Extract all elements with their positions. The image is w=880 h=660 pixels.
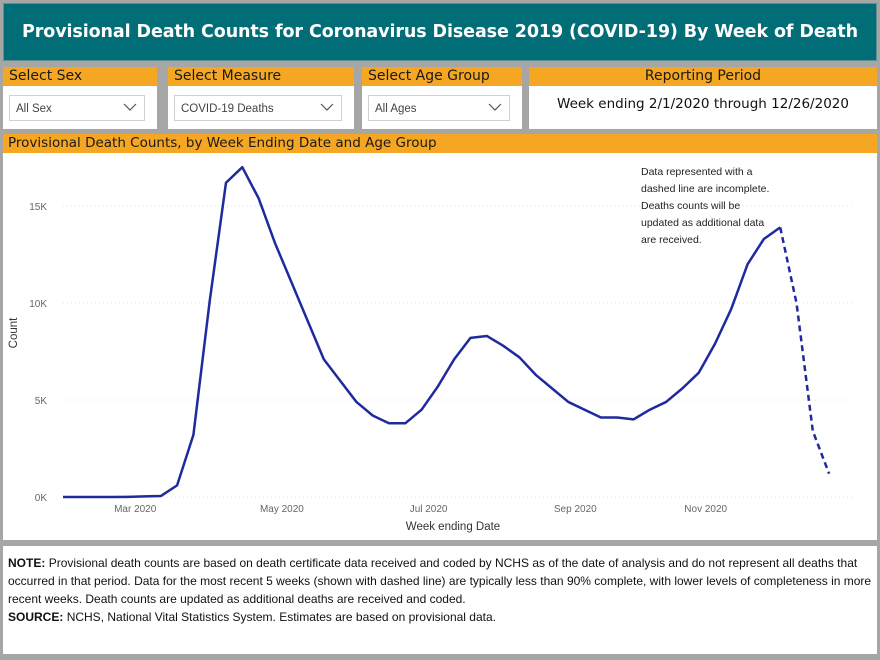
- chart-annotation: Data represented with a dashed line are i…: [641, 166, 769, 246]
- sex-dropdown-value: All Sex: [16, 103, 52, 115]
- y-tick-label: 15K: [29, 202, 47, 213]
- measure-dropdown-value: COVID-19 Deaths: [181, 103, 274, 115]
- chart-panel: Provisional Death Counts, by Week Ending…: [3, 134, 877, 540]
- reporting-period-value: Week ending 2/1/2020 through 12/26/2020: [557, 96, 849, 112]
- age-dropdown[interactable]: All Ages: [368, 95, 510, 121]
- y-axis-label: Count: [8, 317, 20, 348]
- annotation-line: updated as additional data: [641, 217, 764, 229]
- measure-slicer: Select Measure COVID-19 Deaths: [168, 67, 354, 129]
- y-tick-label: 10K: [29, 299, 47, 310]
- source-paragraph: SOURCE: NCHS, National Vital Statistics …: [8, 608, 872, 626]
- source-text: NCHS, National Vital Statistics System. …: [66, 610, 496, 624]
- note-paragraph: NOTE: Provisional death counts are based…: [8, 554, 872, 608]
- reporting-period-label: Reporting Period: [529, 67, 877, 86]
- chevron-down-icon: [320, 103, 334, 111]
- reporting-period-panel: Reporting Period Week ending 2/1/2020 th…: [529, 67, 877, 129]
- sex-slicer-label: Select Sex: [3, 67, 157, 86]
- note-text: Provisional death counts are based on de…: [8, 556, 872, 606]
- annotation-line: dashed line are incomplete.: [641, 183, 769, 195]
- x-tick-label: Sep 2020: [554, 504, 597, 515]
- series-line-incomplete: [778, 227, 831, 475]
- y-tick-label: 0K: [35, 493, 48, 504]
- sex-slicer: Select Sex All Sex: [3, 67, 157, 129]
- age-slicer-label: Select Age Group: [362, 67, 522, 86]
- series-line-complete: [63, 165, 781, 499]
- page-title: Provisional Death Counts for Coronavirus…: [22, 22, 858, 42]
- x-tick-label: Jul 2020: [410, 504, 448, 515]
- chevron-down-icon: [123, 103, 137, 111]
- page-banner: Provisional Death Counts for Coronavirus…: [3, 3, 877, 61]
- age-slicer: Select Age Group All Ages: [362, 67, 522, 129]
- sex-dropdown[interactable]: All Sex: [9, 95, 145, 121]
- y-tick-label: 5K: [35, 396, 48, 407]
- chart-title: Provisional Death Counts, by Week Ending…: [3, 134, 877, 153]
- chevron-down-icon: [488, 103, 502, 111]
- measure-dropdown[interactable]: COVID-19 Deaths: [174, 95, 342, 121]
- notes-panel: NOTE: Provisional death counts are based…: [3, 546, 877, 654]
- x-tick-label: Nov 2020: [684, 504, 727, 515]
- annotation-line: Data represented with a: [641, 166, 753, 178]
- age-dropdown-value: All Ages: [375, 103, 417, 115]
- line-chart: 0K 5K 10K 15K Mar 2020 May 2020 Jul 2020 Sep 20…: [8, 165, 855, 533]
- x-axis-label: Week ending Date: [406, 521, 500, 533]
- measure-slicer-label: Select Measure: [168, 67, 354, 86]
- x-tick-label: May 2020: [260, 504, 304, 515]
- source-label: SOURCE:: [8, 610, 64, 624]
- annotation-line: are received.: [641, 234, 702, 246]
- note-label: NOTE:: [8, 556, 46, 570]
- x-tick-label: Mar 2020: [114, 504, 157, 515]
- annotation-line: Deaths counts will be: [641, 200, 740, 212]
